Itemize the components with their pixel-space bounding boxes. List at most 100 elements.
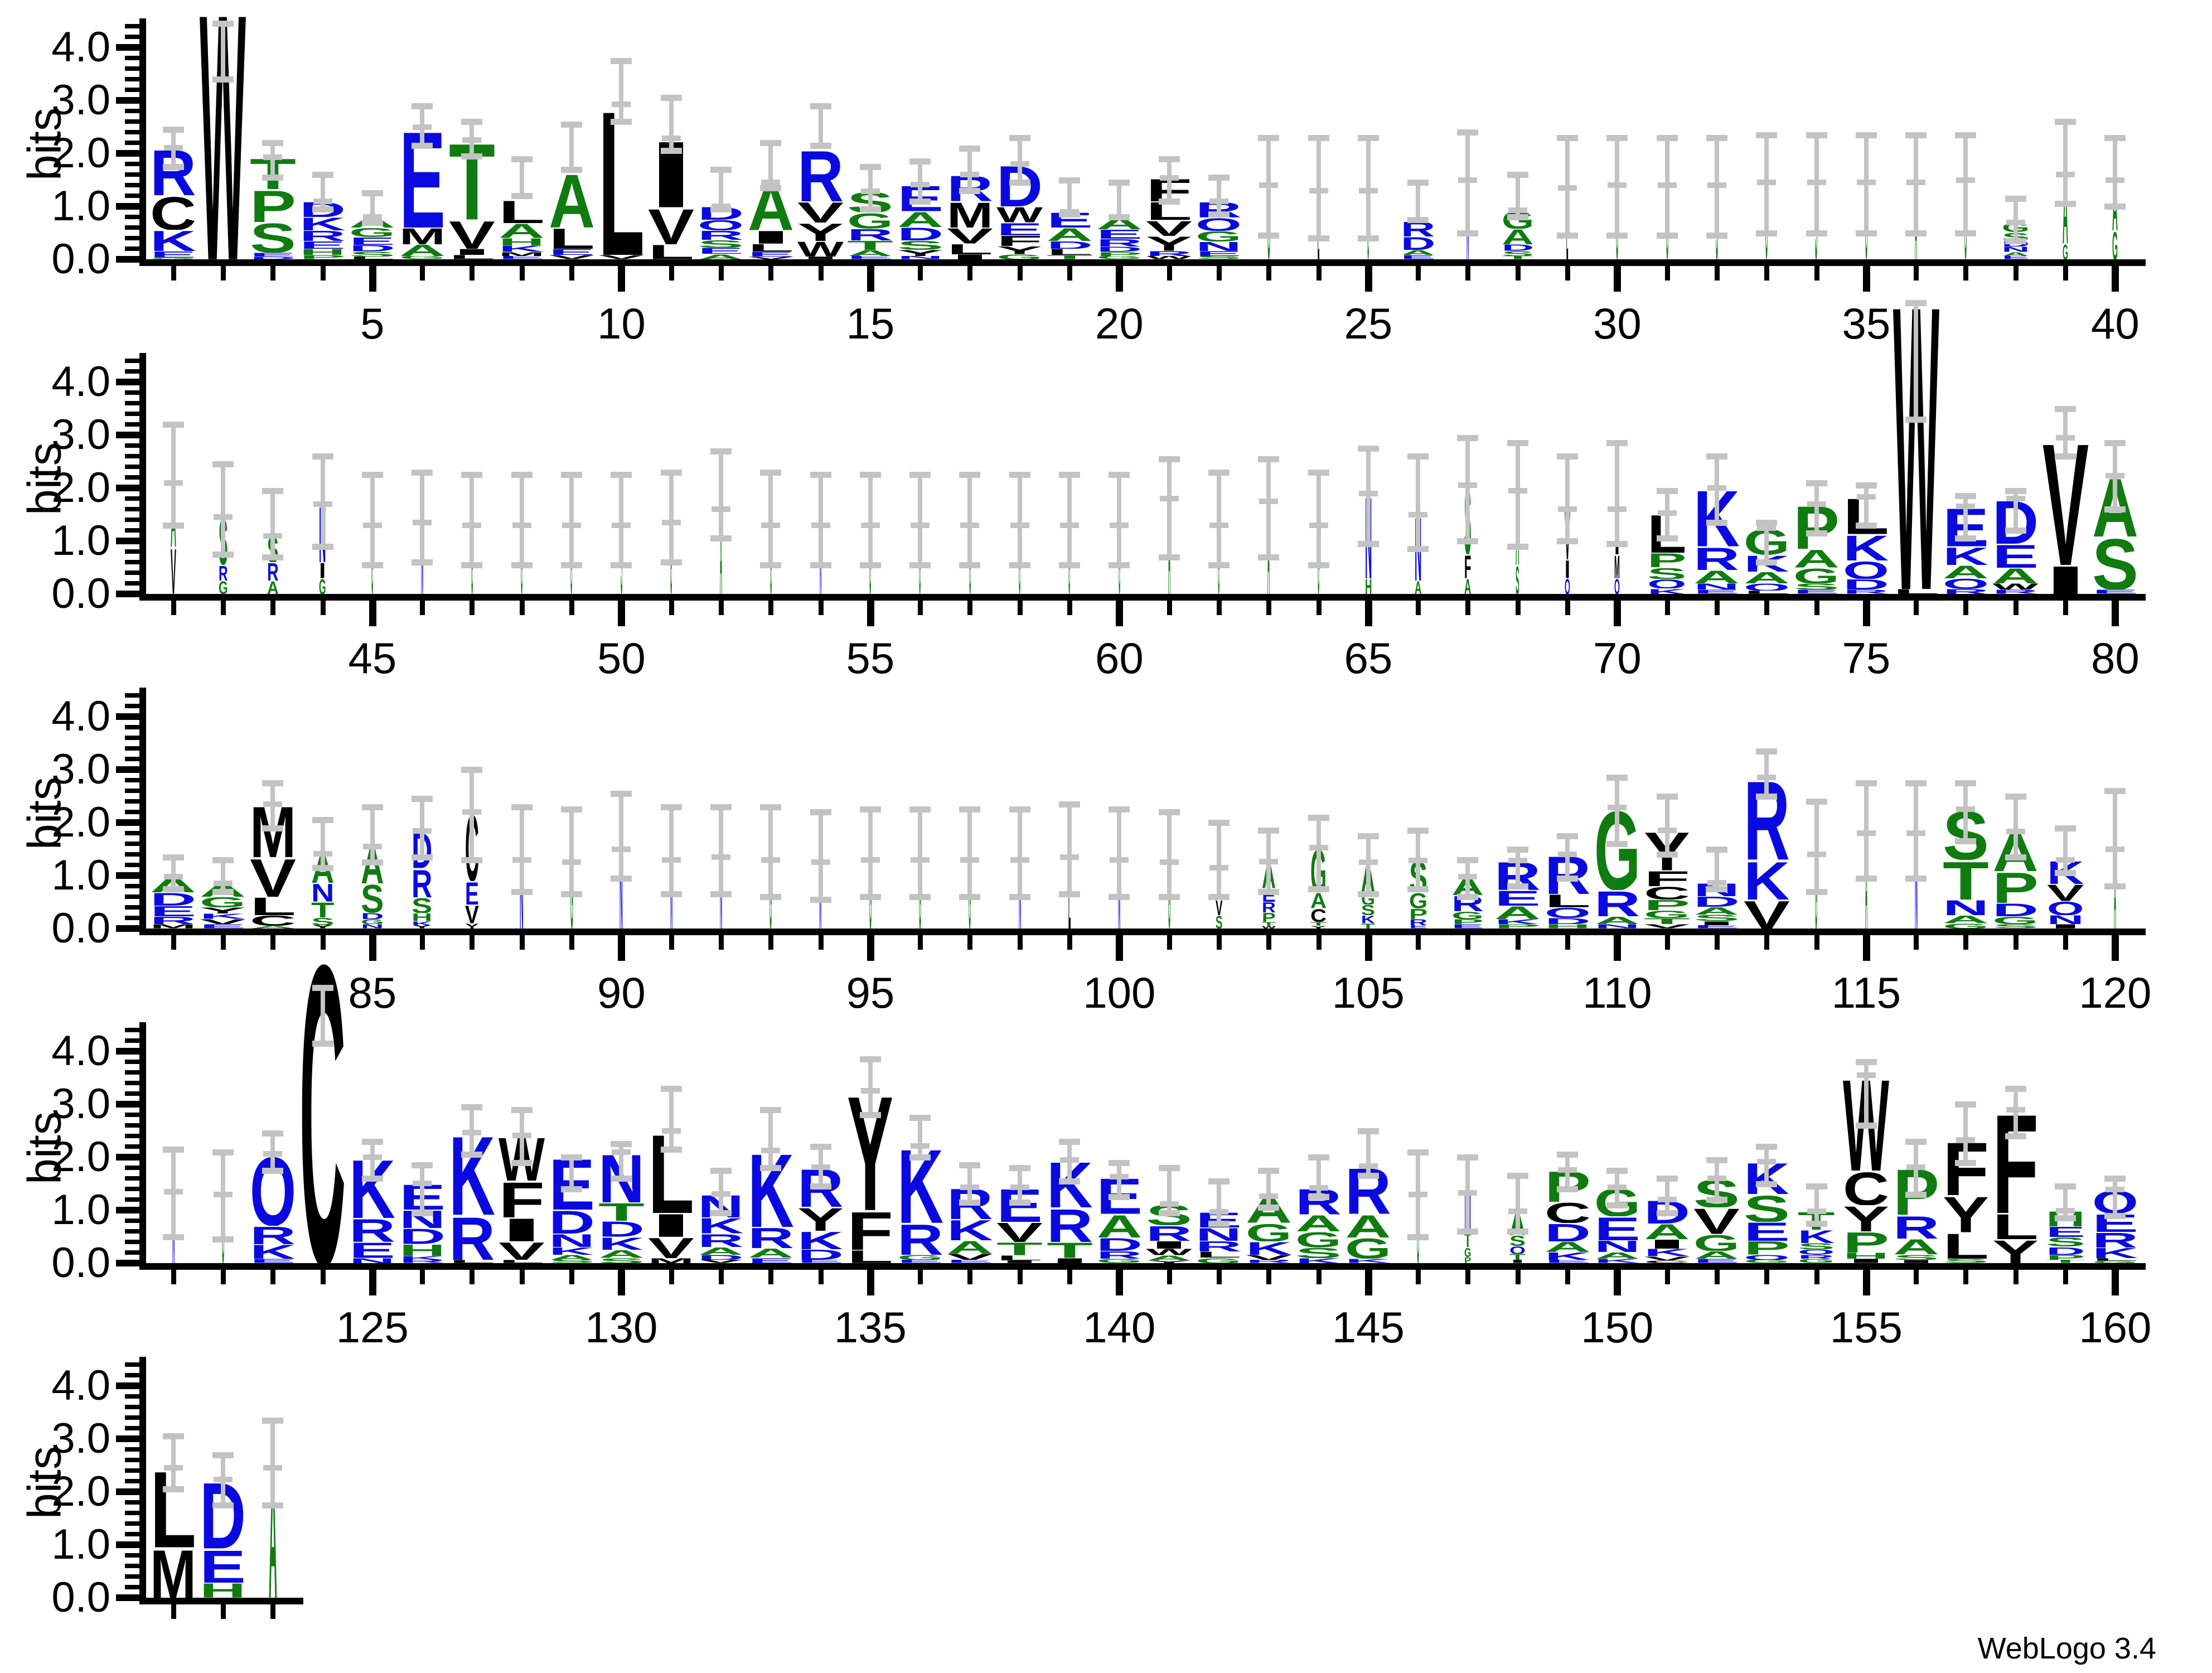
x-axis-minor-tick bbox=[2013, 1270, 2019, 1284]
logo-letter-V: V bbox=[648, 207, 694, 245]
error-bar-bottom-cap bbox=[1756, 230, 1778, 236]
logo-letter-M: M bbox=[648, 1258, 694, 1264]
svg-text:W: W bbox=[1262, 926, 1276, 929]
svg-text:A: A bbox=[1793, 549, 1840, 567]
error-bar-line bbox=[519, 806, 524, 892]
svg-text:V: V bbox=[598, 255, 645, 259]
error-bar-line bbox=[270, 490, 275, 557]
y-axis-major-tick bbox=[116, 925, 139, 932]
error-bar-mid-cap bbox=[2006, 829, 2025, 835]
svg-text:E: E bbox=[1494, 890, 1541, 906]
error-bar-line bbox=[1067, 804, 1072, 894]
svg-text:Q: Q bbox=[1744, 1255, 1790, 1260]
error-bar-line bbox=[2113, 791, 2118, 886]
error-bar-mid-cap bbox=[1259, 1193, 1279, 1200]
svg-text:F: F bbox=[847, 1210, 893, 1250]
error-bar-line bbox=[569, 809, 574, 894]
logo-letter-S: S bbox=[1693, 915, 1740, 921]
x-axis-minor-tick bbox=[320, 266, 326, 281]
logo-letter-D: D bbox=[1545, 1223, 1591, 1241]
svg-text:D: D bbox=[1096, 246, 1143, 252]
logo-letter-K: K bbox=[698, 1217, 744, 1234]
y-axis-minor-tick bbox=[125, 359, 139, 363]
error-bar-bottom-cap bbox=[760, 562, 782, 568]
y-axis-major-tick bbox=[116, 872, 139, 879]
error-bar-top-cap bbox=[1158, 456, 1180, 462]
logo-letter-E: E bbox=[748, 1258, 794, 1264]
logo-letter-S: S bbox=[1793, 583, 1840, 589]
svg-text:S: S bbox=[1509, 1235, 1526, 1246]
logo-letter-T: T bbox=[1502, 256, 1534, 259]
svg-text:S: S bbox=[1798, 1243, 1835, 1249]
svg-text:F: F bbox=[1644, 871, 1690, 887]
error-bar-line bbox=[1515, 443, 1520, 547]
y-axis-minor-tick bbox=[125, 581, 139, 586]
logo-letter-G: G bbox=[1195, 1258, 1242, 1264]
x-axis-tick-label: 105 bbox=[1332, 968, 1405, 1017]
logo-letter-K: K bbox=[1246, 1241, 1292, 1255]
error-bar-top-cap bbox=[1656, 793, 1678, 800]
error-bar-bottom-cap bbox=[710, 206, 732, 212]
error-bar-bottom-cap bbox=[909, 1154, 931, 1161]
error-bar-line bbox=[718, 169, 723, 209]
error-bar-mid-cap bbox=[1209, 864, 1228, 871]
error-bar-mid-cap bbox=[1110, 1174, 1129, 1180]
error-bar-mid-cap bbox=[1508, 858, 1527, 864]
y-axis-minor-tick bbox=[125, 725, 139, 729]
error-bar-mid-cap bbox=[911, 857, 930, 863]
x-axis-minor-tick bbox=[1764, 266, 1770, 281]
error-bar-bottom-cap bbox=[1009, 180, 1030, 186]
logo-letter-G: G bbox=[150, 258, 196, 259]
svg-text:E: E bbox=[200, 1549, 246, 1583]
logo-letter-E: E bbox=[1451, 924, 1484, 929]
error-bar-top-cap bbox=[859, 472, 881, 478]
error-bar-top-cap bbox=[1955, 493, 1977, 500]
logo-letter-G: G bbox=[200, 897, 246, 907]
error-bar-bottom-cap bbox=[760, 185, 782, 191]
error-bar-mid-cap bbox=[313, 501, 332, 507]
logo-letter-D: D bbox=[150, 892, 196, 906]
error-bar-bottom-cap bbox=[1507, 883, 1528, 889]
error-bar-mid-cap bbox=[1060, 209, 1080, 215]
svg-text:S: S bbox=[349, 252, 395, 257]
error-bar-mid-cap bbox=[1956, 1137, 1976, 1143]
logo-letter-H: H bbox=[299, 249, 346, 255]
error-bar-bottom-cap bbox=[262, 174, 284, 181]
x-axis-minor-tick bbox=[669, 266, 674, 281]
svg-text:E: E bbox=[1401, 255, 1435, 259]
svg-text:T: T bbox=[847, 240, 893, 250]
error-bar-top-cap bbox=[1656, 487, 1678, 494]
x-axis-major-tick bbox=[2112, 601, 2119, 626]
logo-letter-D: D bbox=[797, 1249, 844, 1260]
svg-text:E: E bbox=[1545, 1260, 1591, 1263]
logo-letter-Y: Y bbox=[996, 246, 1043, 254]
x-axis-minor-tick bbox=[1316, 601, 1322, 615]
error-bar-bottom-cap bbox=[1905, 416, 1927, 423]
logo-letter-K: K bbox=[1295, 1258, 1342, 1264]
error-bar-mid-cap bbox=[1856, 830, 1876, 836]
x-axis-major-tick bbox=[618, 935, 626, 961]
error-bar-line bbox=[569, 124, 574, 170]
logo-letter-R: R bbox=[412, 868, 432, 897]
logo-letter-A: A bbox=[1295, 1215, 1342, 1231]
error-bar-top-cap bbox=[1457, 857, 1479, 863]
error-bar-mid-cap bbox=[413, 124, 432, 130]
x-axis-major-tick bbox=[1862, 935, 1870, 961]
error-bar-top-cap bbox=[511, 804, 533, 810]
y-axis-tick-label: 3.0 bbox=[51, 746, 110, 793]
error-bar-line bbox=[868, 475, 873, 565]
y-axis-minor-tick bbox=[125, 24, 139, 28]
svg-text:W: W bbox=[797, 241, 844, 257]
logo-letter-A: A bbox=[1310, 892, 1327, 908]
error-bar-line bbox=[1166, 1168, 1172, 1213]
svg-text:V: V bbox=[1216, 900, 1222, 916]
logo-letter-S: S bbox=[549, 1260, 595, 1263]
x-axis-minor-tick bbox=[320, 601, 326, 615]
error-bar-top-cap bbox=[611, 1141, 632, 1148]
svg-text:E: E bbox=[847, 256, 893, 259]
svg-text:A: A bbox=[1594, 1252, 1640, 1259]
logo-letter-H: H bbox=[200, 1583, 246, 1598]
svg-text:P: P bbox=[1744, 1241, 1790, 1255]
svg-text:E: E bbox=[200, 924, 246, 929]
error-bar-top-cap bbox=[2055, 119, 2077, 125]
